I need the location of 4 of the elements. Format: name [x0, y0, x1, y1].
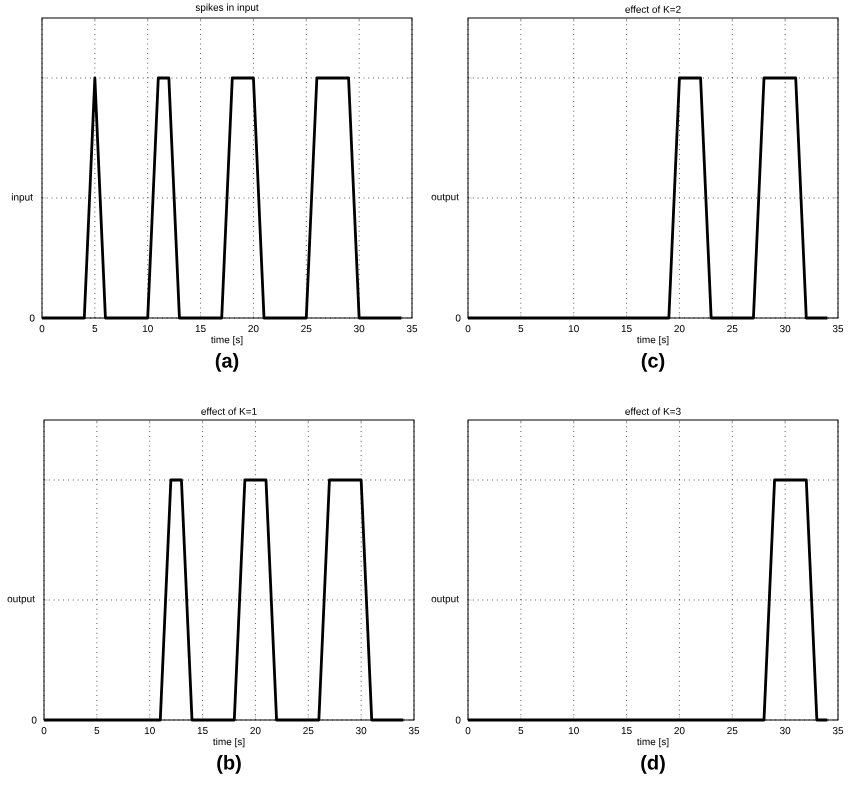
text: (c) [641, 353, 665, 372]
text: (b) [217, 755, 241, 774]
text: (d) [641, 755, 665, 774]
text: (a) [215, 353, 239, 372]
